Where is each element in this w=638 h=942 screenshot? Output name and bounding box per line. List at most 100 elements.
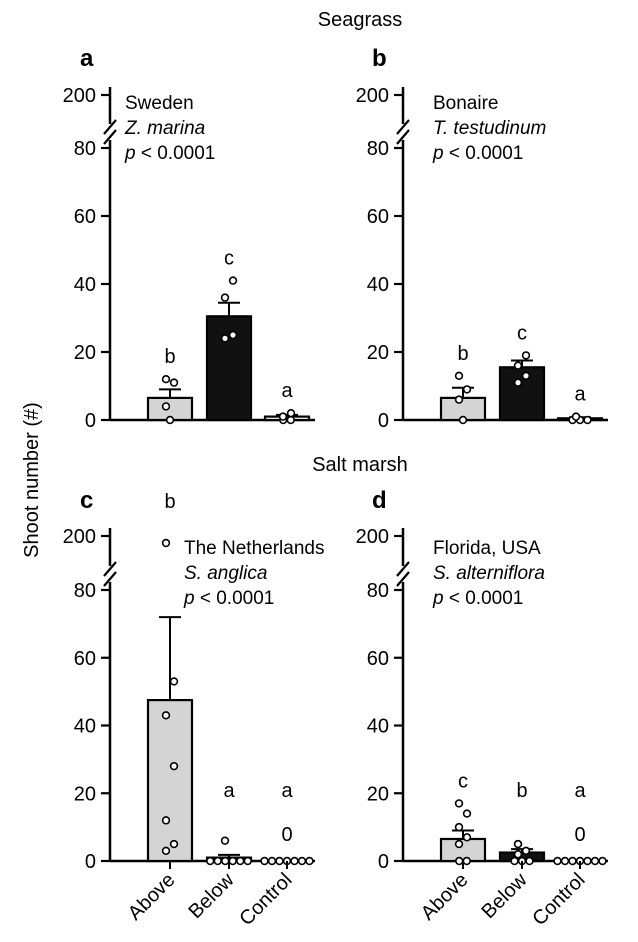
- panel-c-significance-letter: a: [223, 780, 235, 802]
- panel-d-y-tick-label: 20: [367, 783, 389, 805]
- panel-c-data-point: [161, 816, 171, 825]
- panel-d-significance-letter: a: [574, 780, 586, 802]
- panel-c-significance-letter: a: [281, 780, 293, 802]
- panel-c-data-point: [169, 677, 179, 686]
- panel-b-significance-letter: a: [574, 384, 586, 406]
- panel-b-axis-break-mark: [396, 119, 410, 135]
- panel-d-species-label: S. alterniflora: [433, 563, 545, 584]
- panel-b-data-point: [513, 361, 523, 370]
- panel-b-y-tick-label: 60: [367, 206, 389, 228]
- panel-c-data-point-outlier: [161, 538, 171, 548]
- panel-a-species-label: Z. marina: [124, 118, 205, 139]
- panel-a-y-tick-label: 200: [63, 85, 96, 107]
- panel-c-data-point: [220, 836, 230, 845]
- panel-c-y-tick-label: 200: [63, 526, 96, 548]
- panel-d-data-point: [525, 856, 534, 866]
- panel-c-data-point: [305, 856, 314, 866]
- panel-c-x-tick-label: Below: [184, 869, 238, 923]
- panel-c-data-point: [243, 856, 252, 866]
- panel-d-data-point: [560, 856, 570, 866]
- panel-c-axis-break-mark: [103, 561, 117, 577]
- panel-c-zero-label: 0: [281, 824, 292, 846]
- panel-d-data-point: [510, 856, 519, 866]
- panel-a-y-tick-label: 80: [74, 138, 96, 160]
- panel-c-y-tick-label: 80: [74, 580, 96, 602]
- panel-a-y-tick-label: 20: [74, 342, 96, 364]
- panel-c-data-point: [161, 711, 171, 720]
- panel-d-data-point: [598, 856, 607, 866]
- panel-a-location-label: Sweden: [125, 93, 194, 114]
- panel-c-data-point: [297, 856, 307, 866]
- panel-b-location-label: Bonaire: [433, 93, 499, 114]
- panel-d: d 0 20 40 60 80 200 Florida, USA S. alterniflora…: [356, 487, 608, 930]
- panel-d-data-point: [454, 822, 464, 832]
- panel-b-significance-letter: b: [457, 343, 468, 365]
- panel-a-axis-break-mark: [103, 119, 117, 135]
- panel-a-data-point: [161, 375, 171, 384]
- panel-c-bar-above: [146, 698, 194, 863]
- panel-a-data-point: [228, 330, 238, 340]
- panel-a-data-point: [278, 412, 288, 421]
- panel-d-data-point: [462, 833, 472, 842]
- panel-d-data-point: [462, 809, 472, 818]
- panel-d-data-point: [454, 799, 464, 808]
- panel-d-y-tick-label: 40: [367, 716, 389, 738]
- panel-c-p-value-label: p < 0.0001: [183, 588, 274, 609]
- panel-b-p-value-label: p < 0.0001: [432, 143, 523, 164]
- panel-b-data-point: [458, 415, 468, 425]
- panel-c-significance-letter: b: [164, 491, 175, 513]
- panel-b-y-tick-label: 200: [356, 85, 389, 107]
- panel-d-data-point: [462, 856, 471, 866]
- panel-a-y-tick-label: 60: [74, 206, 96, 228]
- panel-d-x-tick-label: Control: [528, 869, 589, 930]
- panel-d-y-tick-label: 80: [367, 580, 389, 602]
- section-title-salt-marsh: Salt marsh: [312, 454, 408, 476]
- panel-c-data-point: [290, 856, 299, 866]
- section-title-seagrass: Seagrass: [318, 9, 403, 31]
- panel-b-axis-break-mark: [396, 129, 410, 145]
- panel-c-x-tick-label: Above: [124, 869, 180, 925]
- panel-b-data-point: [513, 378, 523, 387]
- panel-c-data-point: [260, 856, 269, 866]
- panel-c-species-label: S. anglica: [184, 563, 267, 584]
- panel-c-data-point: [221, 856, 230, 866]
- panel-d-data-point: [583, 856, 592, 866]
- panel-d-y-tick-label: 60: [367, 648, 389, 670]
- panel-a-data-point: [161, 402, 171, 411]
- panel-d-data-point: [521, 846, 531, 856]
- panel-a-letter: a: [80, 45, 94, 72]
- panel-c-location-label: The Netherlands: [184, 538, 324, 559]
- panel-b-y-tick-label: 20: [367, 342, 389, 364]
- panel-c-data-point: [236, 856, 245, 866]
- panel-c-data-point: [267, 856, 277, 866]
- panel-b-data-point: [521, 371, 531, 380]
- panel-a-y-tick-label: 0: [85, 410, 96, 432]
- panel-d-axis-break-mark: [396, 571, 410, 587]
- panel-c-y-tick-label: 20: [74, 783, 96, 805]
- y-axis-label: Shoot number (#): [21, 402, 43, 558]
- panel-b: b 0 20 40 60 80 200 Bonaire T. testudinum p < 0.0…: [356, 45, 608, 432]
- panel-a-axis-break-mark: [103, 129, 117, 145]
- panel-a-data-point: [165, 415, 175, 425]
- panel-c-data-point: [275, 856, 284, 866]
- panel-d-axis-break-mark: [396, 561, 410, 577]
- panel-a-p-value-label: p < 0.0001: [124, 143, 215, 164]
- panel-b-species-label: T. testudinum: [433, 118, 546, 139]
- panel-d-significance-letter: b: [516, 780, 527, 802]
- panel-d-data-point: [553, 856, 562, 866]
- panel-d-p-value-label: p < 0.0001: [432, 588, 523, 609]
- panel-a-data-point: [220, 293, 230, 302]
- panel-a-bar-below: [205, 315, 253, 422]
- panel-d-significance-letter: c: [458, 770, 468, 792]
- panel-d-data-point: [513, 850, 523, 859]
- panel-b-letter: b: [372, 45, 387, 72]
- panel-d-data-point: [568, 856, 577, 866]
- panel-b-y-tick-label: 80: [367, 138, 389, 160]
- panel-d-x-tick-label: Below: [477, 869, 531, 923]
- panel-d-bar-above: [439, 837, 487, 863]
- panel-c-data-point: [213, 856, 222, 866]
- panel-d-zero-label: 0: [574, 824, 585, 846]
- panel-c: c 0 20 40 60 80 200 The Netherlands S. anglica p …: [63, 487, 325, 930]
- panel-b-data-point: [454, 395, 464, 404]
